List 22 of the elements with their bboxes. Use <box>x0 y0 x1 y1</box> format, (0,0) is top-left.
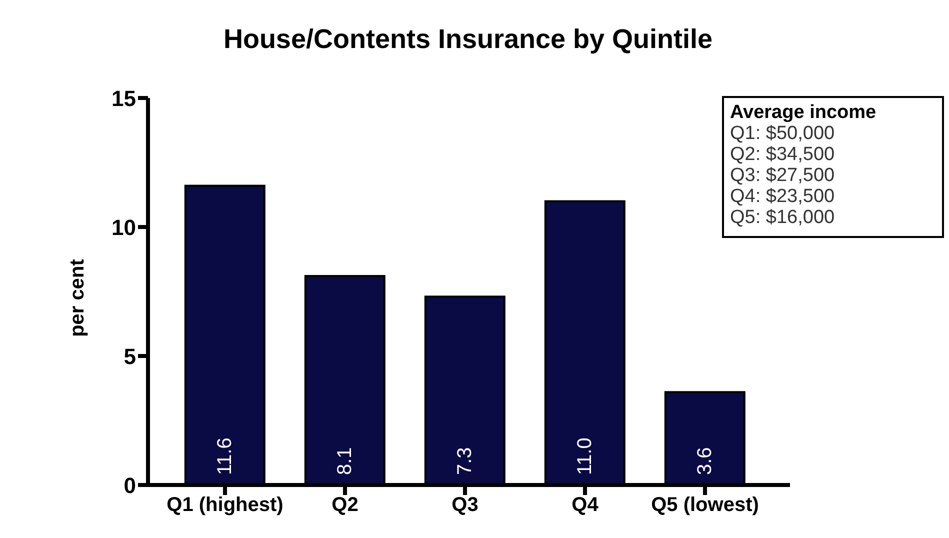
data-label: 11.6 <box>214 438 236 475</box>
x-tick-label: Q2 <box>332 494 358 516</box>
y-tick-label: 0 <box>124 472 136 498</box>
y-tick-label: 15 <box>112 86 136 111</box>
annotation: Q4: $23,500 <box>730 186 836 207</box>
x-tick-label: Q4 <box>572 494 600 516</box>
annotation: Q5: $16,000 <box>730 207 836 228</box>
y-axis-title: per cent <box>66 259 90 337</box>
data-label: 11.0 <box>574 438 596 475</box>
x-tick-label: Q5 (lowest) <box>651 494 759 516</box>
data-label: 7.3 <box>454 447 476 475</box>
annotation: Q2: $34,500 <box>730 144 836 165</box>
annotation: Q1: $50,000 <box>730 123 836 144</box>
chart-title: House/Contents Insurance by Quintile <box>222 24 714 55</box>
annotation: Average income <box>730 102 878 123</box>
data-label: 8.1 <box>334 447 356 475</box>
y-tick-label: 5 <box>124 344 136 369</box>
annotation: Q3: $27,500 <box>730 165 836 186</box>
x-tick-label: Q3 <box>452 494 478 516</box>
data-label: 3.6 <box>694 447 716 475</box>
x-tick-label: Q1 (highest) <box>166 494 284 516</box>
y-tick-label: 10 <box>112 214 136 240</box>
